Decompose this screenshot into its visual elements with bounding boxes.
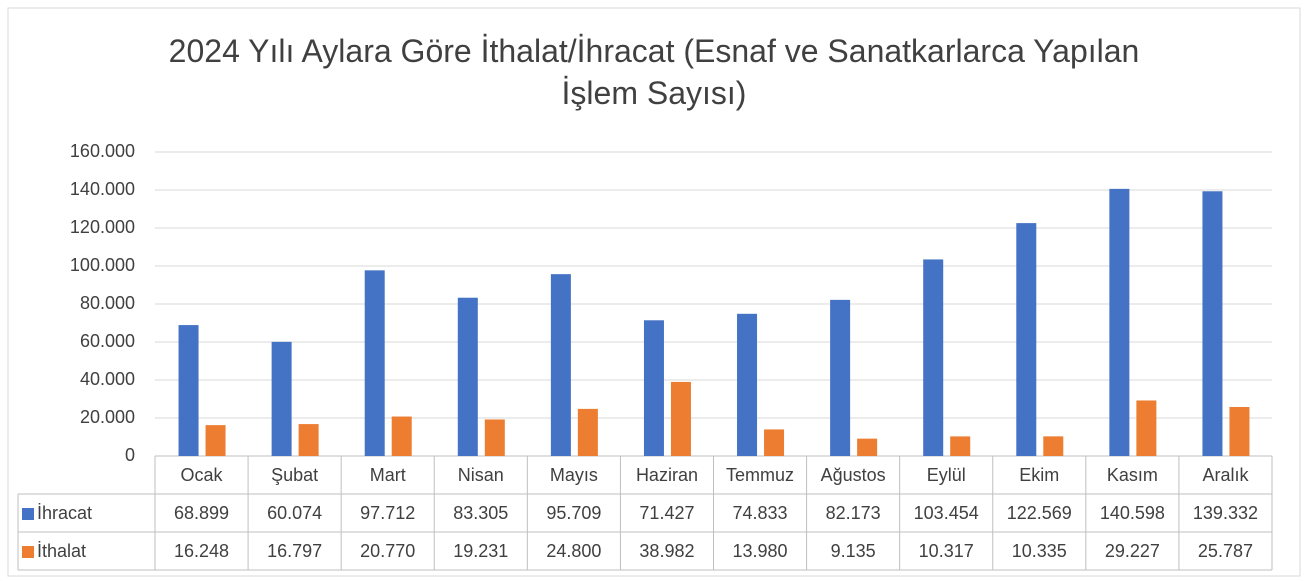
chart-frame (7, 7, 1301, 577)
bar (457, 297, 478, 456)
y-tick-label: 140.000 (70, 179, 135, 199)
bar (298, 424, 319, 456)
y-tick-label: 60.000 (80, 331, 135, 351)
bar (550, 274, 571, 456)
bar (830, 299, 851, 456)
legend-swatch (22, 546, 34, 558)
bar (391, 416, 412, 456)
x-tick-label: Mart (370, 465, 406, 485)
table-value: 95.709 (546, 503, 601, 523)
x-tick-label: Nisan (458, 465, 504, 485)
legend-swatch (22, 508, 34, 520)
bar (364, 270, 385, 456)
bar (1109, 188, 1130, 456)
table-value: 60.074 (267, 503, 322, 523)
table-value: 24.800 (546, 541, 601, 561)
table-value: 83.305 (453, 503, 508, 523)
table-value: 103.454 (914, 503, 979, 523)
table-value: 16.248 (174, 541, 229, 561)
legend-label: İthalat (37, 541, 86, 561)
table-value: 139.332 (1193, 503, 1258, 523)
table-value: 9.135 (831, 541, 876, 561)
table-value: 38.982 (639, 541, 694, 561)
table-value: 13.980 (733, 541, 788, 561)
y-tick-label: 160.000 (70, 141, 135, 161)
bar (923, 259, 944, 456)
bar (577, 408, 598, 456)
y-tick-label: 0 (125, 445, 135, 465)
y-tick-label: 20.000 (80, 407, 135, 427)
bar (950, 436, 971, 456)
bar (1136, 400, 1157, 456)
bar (1202, 191, 1223, 456)
legend-label: İhracat (37, 503, 92, 523)
table-value: 122.569 (1007, 503, 1072, 523)
bar (271, 341, 292, 456)
bar (1229, 407, 1250, 456)
y-tick-label: 40.000 (80, 369, 135, 389)
table-value: 68.899 (174, 503, 229, 523)
y-tick-label: 120.000 (70, 217, 135, 237)
x-tick-label: Eylül (927, 465, 966, 485)
bar (643, 320, 664, 456)
x-tick-label: Aralık (1202, 465, 1249, 485)
y-tick-label: 80.000 (80, 293, 135, 313)
x-tick-label: Şubat (271, 465, 318, 485)
x-tick-label: Ekim (1019, 465, 1059, 485)
table-value: 10.335 (1012, 541, 1067, 561)
x-tick-label: Kasım (1107, 465, 1158, 485)
bar (737, 313, 758, 456)
table-value: 10.317 (919, 541, 974, 561)
table-value: 20.770 (360, 541, 415, 561)
bar (205, 425, 226, 456)
table-value: 19.231 (453, 541, 508, 561)
x-tick-label: Ocak (181, 465, 224, 485)
table-value: 71.427 (639, 503, 694, 523)
table-value: 82.173 (826, 503, 881, 523)
table-value: 25.787 (1198, 541, 1253, 561)
table-value: 97.712 (360, 503, 415, 523)
bar (484, 419, 505, 456)
table-value: 16.797 (267, 541, 322, 561)
bar (764, 429, 785, 456)
table-value: 74.833 (733, 503, 788, 523)
bar (178, 325, 199, 456)
bar (1043, 436, 1064, 456)
x-tick-label: Temmuz (726, 465, 794, 485)
chart-title: 2024 Yılı Aylara Göre İthalat/İhracat (E… (168, 33, 1140, 111)
x-tick-label: Haziran (636, 465, 698, 485)
y-tick-label: 100.000 (70, 255, 135, 275)
x-tick-label: Mayıs (550, 465, 598, 485)
bar (857, 438, 878, 456)
bar (670, 381, 691, 456)
table-value: 140.598 (1100, 503, 1165, 523)
x-tick-label: Ağustos (821, 465, 886, 485)
bar (1016, 223, 1037, 456)
table-value: 29.227 (1105, 541, 1160, 561)
